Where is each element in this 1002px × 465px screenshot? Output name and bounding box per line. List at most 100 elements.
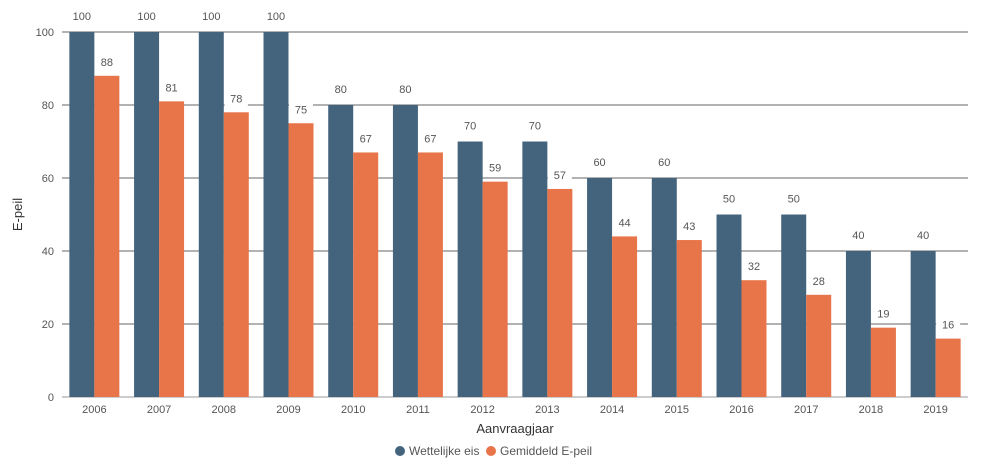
data-label-gemiddeld-e-peil: 19 [877,309,889,321]
data-label-box [94,52,119,71]
data-label-box [224,89,249,108]
data-label-gemiddeld-e-peil: 32 [748,261,760,273]
data-labels: 100 88 100 81 100 78 100 75 80 67 80 67 70 59 70 57 60 44… [73,11,961,334]
y-tick-label: 40 [42,246,54,258]
data-label-wettelijke-eis: 80 [335,84,347,96]
data-label-box [806,271,831,290]
x-tick-label: 2012 [470,404,494,416]
bar-gemiddeld-e-peil-2019 [935,338,961,397]
y-tick-label: 60 [42,173,54,185]
legend-label[interactable]: Gemiddeld E-peil [500,444,592,458]
legend[interactable]: Wettelijke eis Gemiddeld E-peil [395,444,592,458]
bar-wettelijke-eis-2019 [910,251,936,397]
bars [69,32,961,398]
data-label-wettelijke-eis: 100 [267,11,285,23]
data-label-box [418,129,443,148]
bar-gemiddeld-e-peil-2015 [676,240,702,397]
x-tick-label: 2011 [406,404,430,416]
x-tick-label: 2014 [600,404,624,416]
bar-wettelijke-eis-2018 [845,251,871,397]
x-tick-label: 2015 [665,404,689,416]
data-label-gemiddeld-e-peil: 81 [165,82,177,94]
legend-label[interactable]: Wettelijke eis [409,444,479,458]
data-label-gemiddeld-e-peil: 57 [554,170,566,182]
data-label-wettelijke-eis: 50 [723,194,735,206]
bar-gemiddeld-e-peil-2009 [288,123,314,397]
bar-wettelijke-eis-2007 [134,32,160,397]
data-label-gemiddeld-e-peil: 78 [230,93,242,105]
y-axis-ticks: 0 20 40 60 80 100 [36,27,54,404]
data-label-wettelijke-eis: 60 [658,157,670,169]
bar-wettelijke-eis-2015 [651,178,677,397]
data-label-box [612,213,637,232]
x-tick-label: 2017 [794,404,818,416]
x-tick-label: 2019 [923,404,947,416]
data-label-box [353,129,378,148]
data-label-box [742,257,766,276]
data-label-box [547,165,572,184]
data-label-gemiddeld-e-peil: 59 [489,163,501,175]
data-label-box [159,78,184,97]
x-tick-label: 2010 [341,404,365,416]
data-label-wettelijke-eis: 50 [788,194,800,206]
bar-gemiddeld-e-peil-2010 [353,152,379,397]
x-tick-label: 2018 [859,404,883,416]
legend-marker [395,446,405,456]
data-label-gemiddeld-e-peil: 16 [942,320,954,332]
bar-wettelijke-eis-2008 [198,32,224,397]
gridlines [62,31,968,398]
y-tick-label: 100 [36,27,54,39]
x-tick-label: 2016 [729,404,753,416]
x-tick-label: 2008 [212,404,236,416]
bar-wettelijke-eis-2010 [328,105,354,397]
data-label-box [936,315,961,334]
bar-gemiddeld-e-peil-2013 [547,188,573,397]
data-label-wettelijke-eis: 40 [852,230,864,242]
bar-gemiddeld-e-peil-2008 [223,112,249,398]
bar-gemiddeld-e-peil-2018 [870,327,896,397]
bar-wettelijke-eis-2017 [781,214,807,397]
bar-wettelijke-eis-2016 [716,214,742,397]
bar-wettelijke-eis-2009 [263,32,289,397]
data-label-gemiddeld-e-peil: 67 [360,133,372,145]
bar-gemiddeld-e-peil-2017 [806,294,832,397]
data-label-box [483,158,508,177]
x-tick-label: 2007 [147,404,171,416]
bar-wettelijke-eis-2012 [457,141,483,397]
bar-gemiddeld-e-peil-2012 [482,181,508,397]
data-label-gemiddeld-e-peil: 88 [101,57,113,69]
x-tick-label: 2006 [82,404,106,416]
bar-gemiddeld-e-peil-2007 [159,101,185,397]
data-label-wettelijke-eis: 60 [593,157,605,169]
x-tick-label: 2009 [276,404,300,416]
bar-gemiddeld-e-peil-2011 [417,152,443,397]
data-label-box [289,100,313,119]
bar-wettelijke-eis-2013 [522,141,548,397]
data-label-wettelijke-eis: 40 [917,230,929,242]
data-label-gemiddeld-e-peil: 43 [683,221,695,233]
y-tick-label: 20 [42,319,54,331]
bar-gemiddeld-e-peil-2006 [94,75,120,398]
data-label-wettelijke-eis: 100 [202,11,220,23]
data-label-gemiddeld-e-peil: 67 [424,133,436,145]
bar-wettelijke-eis-2006 [69,32,95,397]
data-label-box [677,217,702,236]
y-axis-title: E-peil [10,198,25,231]
bar-wettelijke-eis-2014 [587,178,613,397]
data-label-gemiddeld-e-peil: 75 [295,104,307,116]
bar-gemiddeld-e-peil-2014 [612,236,638,397]
data-label-wettelijke-eis: 100 [137,11,155,23]
bar-wettelijke-eis-2011 [392,105,418,397]
data-label-wettelijke-eis: 70 [464,121,476,133]
data-label-box [871,304,896,323]
y-tick-label: 80 [42,100,54,112]
data-label-wettelijke-eis: 100 [73,11,91,23]
y-tick-label: 0 [48,392,54,404]
data-label-gemiddeld-e-peil: 28 [813,276,825,288]
x-tick-label: 2013 [535,404,559,416]
bar-gemiddeld-e-peil-2016 [741,280,767,397]
data-label-wettelijke-eis: 70 [529,121,541,133]
data-label-gemiddeld-e-peil: 44 [618,217,630,229]
data-label-wettelijke-eis: 80 [399,84,411,96]
legend-marker [486,446,496,456]
